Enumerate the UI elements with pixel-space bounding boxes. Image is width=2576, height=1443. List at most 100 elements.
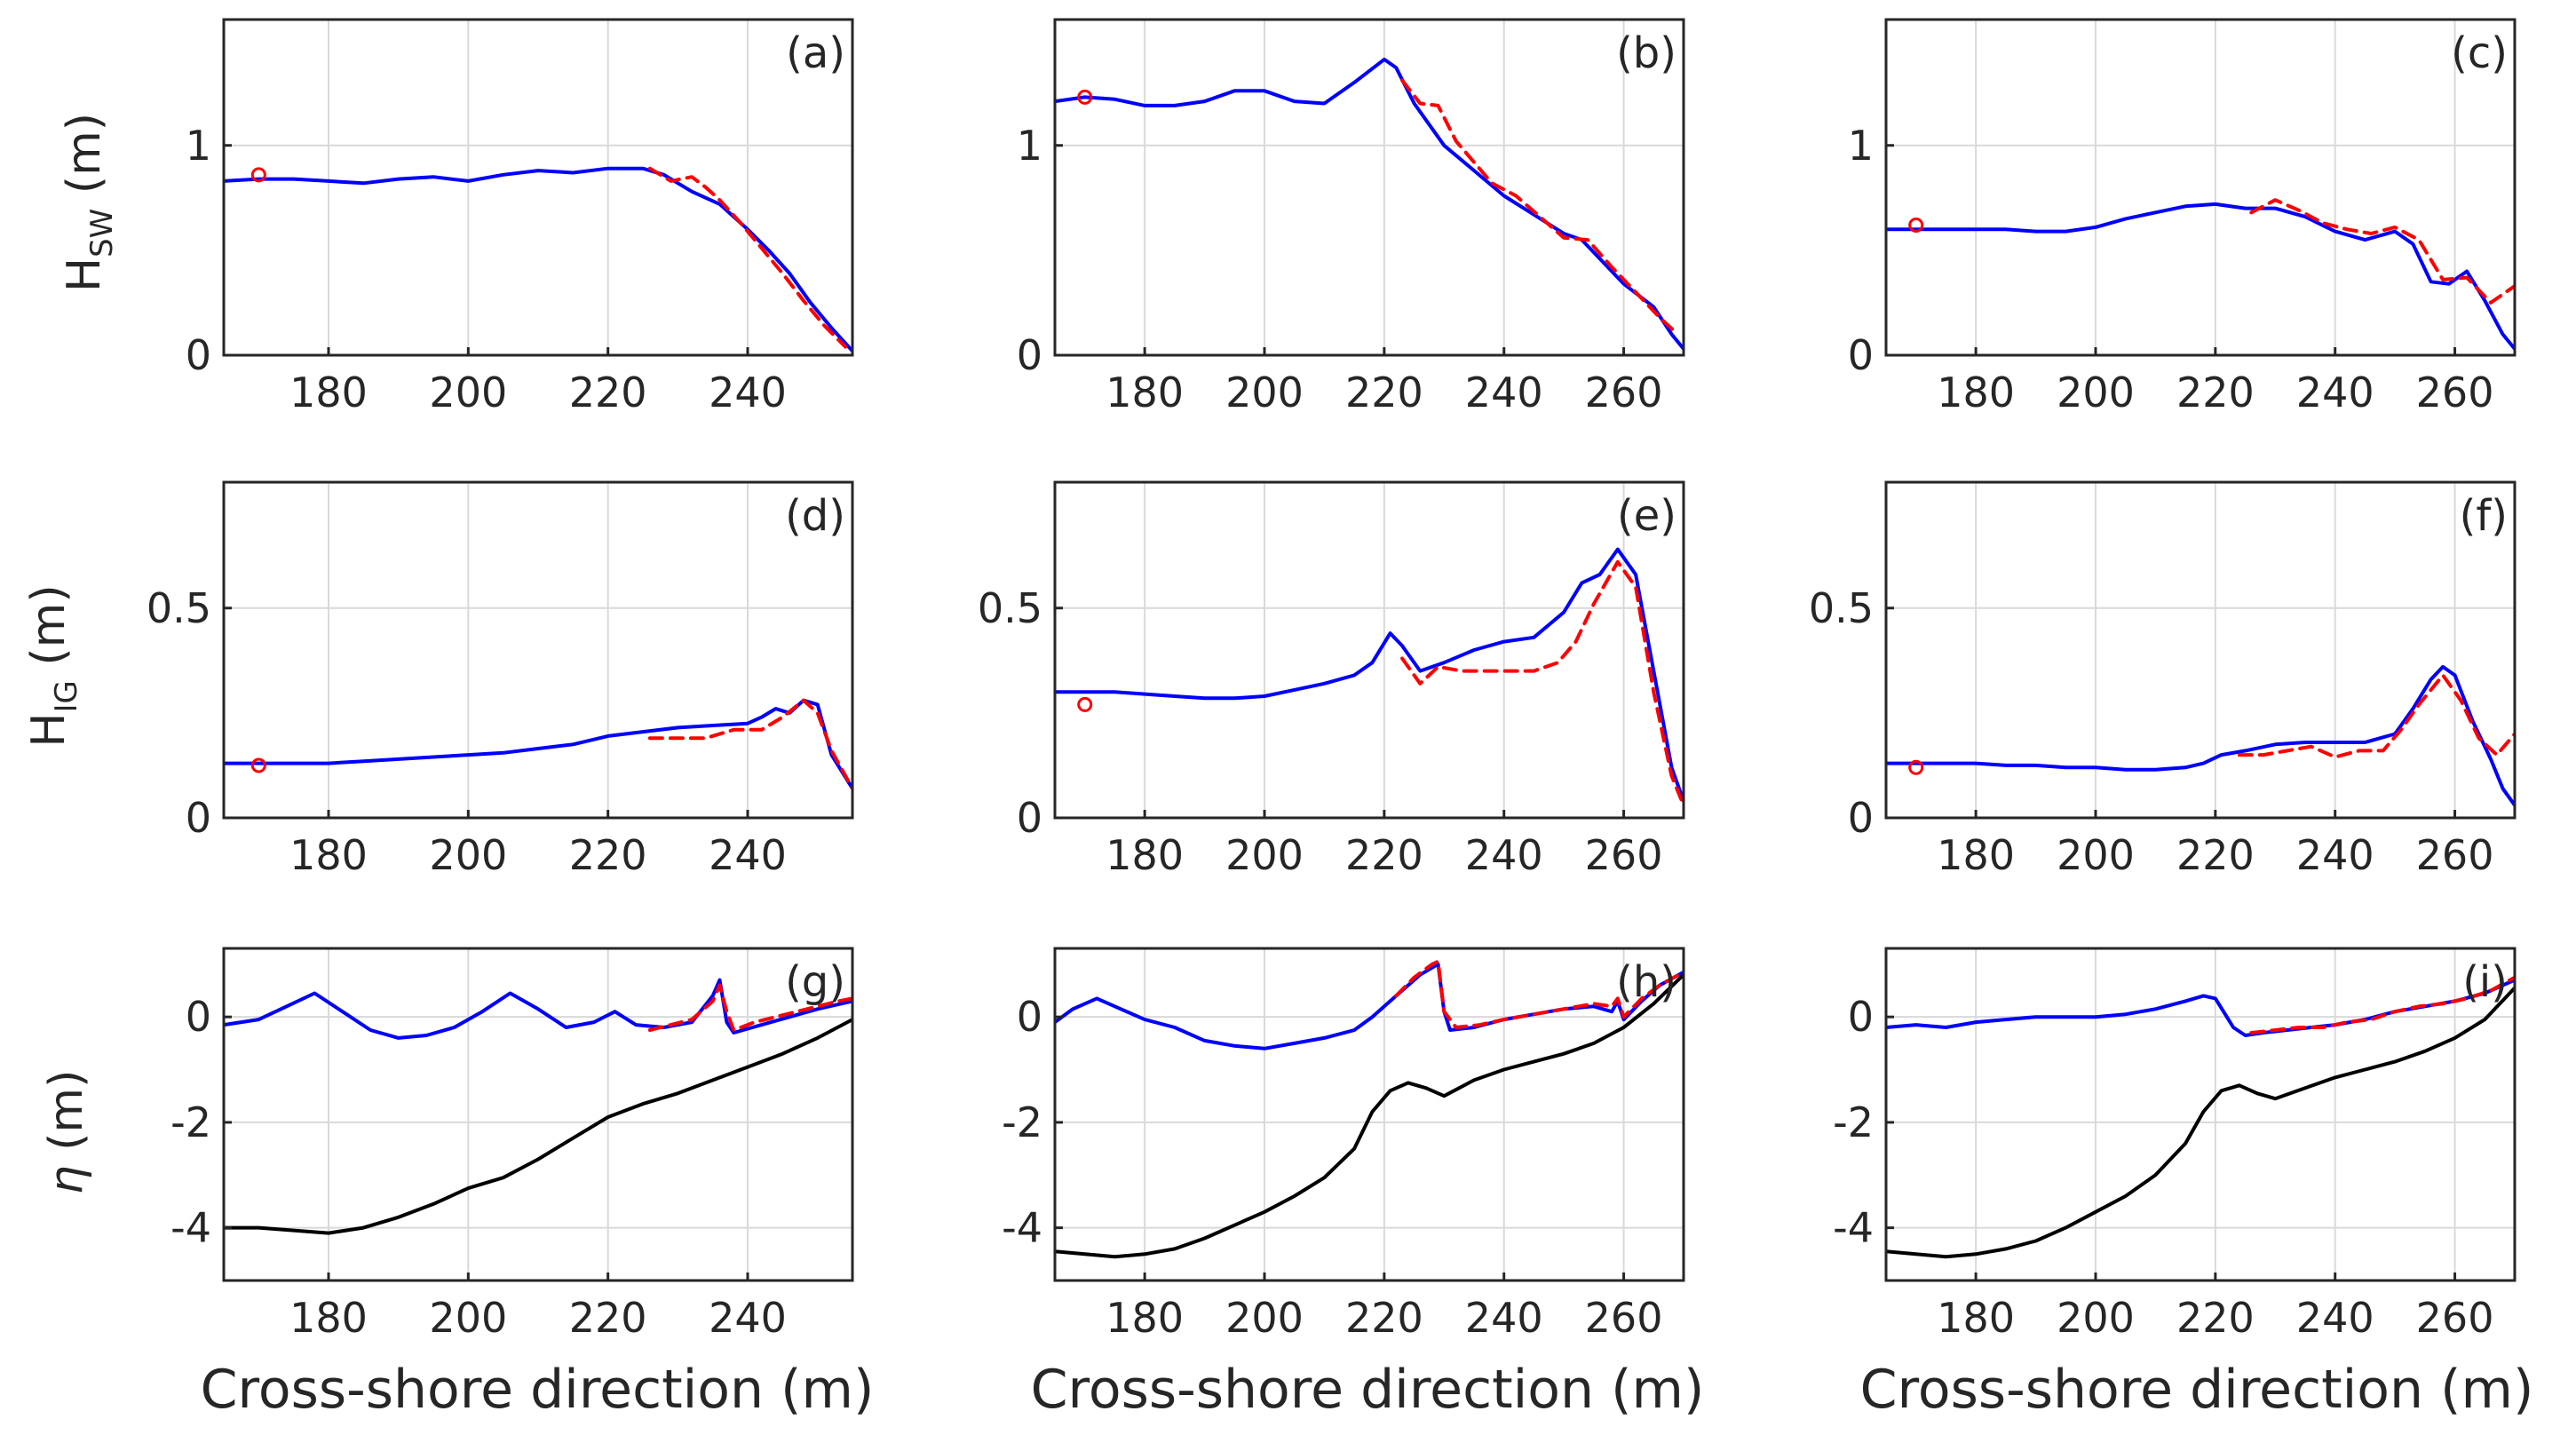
x-tick-label: 220 bbox=[1345, 1294, 1423, 1342]
x-tick-label: 260 bbox=[2416, 1294, 2494, 1342]
x-tick-label: 220 bbox=[569, 831, 647, 879]
y-tick-label: 0 bbox=[186, 794, 211, 842]
series-model-line bbox=[1055, 547, 1684, 804]
panel-label: (b) bbox=[1616, 28, 1676, 78]
x-tick-label: 220 bbox=[569, 1294, 647, 1342]
panel-h-plot-area bbox=[1055, 959, 1684, 1259]
panel-d-plot-area bbox=[224, 698, 852, 790]
series-bed-line bbox=[224, 1018, 852, 1235]
x-tick-label: 220 bbox=[2176, 1294, 2255, 1342]
y-tick-label: -4 bbox=[1833, 1204, 1874, 1252]
y-tick-label: 0.5 bbox=[978, 584, 1042, 632]
axes-frame bbox=[1053, 480, 1685, 820]
panel-i-plot-area bbox=[1886, 975, 2515, 1259]
x-tick-label: 260 bbox=[2416, 369, 2494, 416]
x-labels: Cross-shore direction (m) Cross-shore di… bbox=[201, 1359, 2534, 1421]
series-observed-line bbox=[647, 166, 848, 349]
panel-d: 180 200 220 240 0 0.5 (d) bbox=[147, 480, 854, 879]
x-tick-label: 220 bbox=[1345, 831, 1423, 879]
x-tick-label: 180 bbox=[1937, 1294, 2015, 1342]
series-observed-line bbox=[2249, 975, 2515, 1035]
y-tick-label: 0 bbox=[1017, 331, 1042, 379]
observed-start-marker bbox=[1908, 759, 1924, 775]
x-tick-label: 260 bbox=[1585, 1294, 1663, 1342]
observed-start-marker bbox=[1908, 218, 1924, 234]
x-tick-label: 200 bbox=[429, 831, 507, 879]
panel-a: 180 200 220 240 0 1 (a) bbox=[186, 18, 854, 416]
y-tick-label: 0 bbox=[1848, 794, 1874, 842]
y-tick-label: -2 bbox=[170, 1098, 211, 1146]
axes-frame bbox=[222, 480, 854, 820]
x-tick-label: 220 bbox=[569, 369, 647, 416]
panel-label: (g) bbox=[785, 957, 845, 1007]
series-model-line bbox=[1886, 202, 2515, 351]
series-observed-line bbox=[2249, 198, 2515, 305]
x-tick-label: 240 bbox=[1465, 1294, 1543, 1342]
x-tick-label: 200 bbox=[1225, 369, 1304, 416]
series-model-line bbox=[224, 978, 852, 1040]
xlabel-col-3: Cross-shore direction (m) bbox=[1860, 1359, 2534, 1421]
y-tick-label: 0 bbox=[1848, 331, 1874, 379]
x-tick-label: 180 bbox=[1106, 1294, 1184, 1342]
x-tick-label: 220 bbox=[1345, 369, 1423, 416]
panel-label: (h) bbox=[1616, 957, 1676, 1007]
x-tick-label: 200 bbox=[2057, 369, 2135, 416]
series-bed-line bbox=[1055, 972, 1684, 1259]
panel-b-plot-area bbox=[1055, 57, 1684, 351]
observed-start-marker bbox=[250, 167, 266, 183]
series-observed-line bbox=[2237, 673, 2515, 759]
x-tick-label: 260 bbox=[1585, 369, 1663, 416]
series-observed-line bbox=[1400, 78, 1680, 337]
panel-label: (d) bbox=[785, 491, 845, 541]
x-tick-label: 200 bbox=[1225, 1294, 1304, 1342]
axes-frame bbox=[1053, 18, 1685, 357]
axes-frame bbox=[222, 947, 854, 1282]
observed-start-marker bbox=[250, 757, 266, 773]
series-model-line bbox=[224, 166, 852, 353]
series-bed-line bbox=[1886, 986, 2515, 1259]
x-tick-label: 180 bbox=[289, 369, 368, 416]
ylabel-eta: η (m) bbox=[40, 1070, 93, 1195]
panel-i: 180 200 220 240 260 -4 -2 0 (i) bbox=[1833, 947, 2517, 1342]
panel-b: 180 200 220 240 260 0 1 (b) bbox=[1017, 18, 1685, 416]
observed-start-marker bbox=[1077, 696, 1093, 712]
x-tick-label: 200 bbox=[429, 1294, 507, 1342]
ylabel-hsw: HSW (m) bbox=[58, 113, 120, 292]
y-tick-label: -4 bbox=[1002, 1204, 1042, 1252]
panel-h: 180 200 220 240 260 -4 -2 0 (h) bbox=[1002, 947, 1685, 1342]
x-tick-label: 180 bbox=[1937, 369, 2015, 416]
panel-g: 180 200 220 240 -4 -2 0 (g) bbox=[170, 947, 854, 1342]
x-tick-label: 260 bbox=[2416, 831, 2494, 879]
y-tick-label: 0.5 bbox=[1809, 584, 1874, 632]
x-tick-label: 180 bbox=[289, 831, 368, 879]
axes-frame bbox=[1884, 947, 2517, 1282]
x-tick-label: 240 bbox=[2296, 1294, 2374, 1342]
x-tick-label: 240 bbox=[1465, 831, 1543, 879]
x-tick-label: 180 bbox=[1937, 831, 2015, 879]
ylabel-hig: HIG (m) bbox=[22, 584, 84, 747]
series-observed-line bbox=[1394, 959, 1684, 1029]
x-tick-label: 240 bbox=[709, 369, 787, 416]
x-tick-label: 260 bbox=[1585, 831, 1663, 879]
x-tick-label: 240 bbox=[709, 1294, 787, 1342]
y-tick-label: 0 bbox=[1017, 794, 1042, 842]
panel-g-plot-area bbox=[224, 978, 852, 1235]
panel-label: (c) bbox=[2451, 28, 2508, 78]
series-observed-line bbox=[1400, 559, 1684, 807]
xlabel-col-2: Cross-shore direction (m) bbox=[1031, 1359, 1705, 1421]
axes-frame bbox=[1884, 18, 2517, 357]
x-tick-label: 200 bbox=[2057, 831, 2135, 879]
panel-a-plot-area bbox=[224, 166, 852, 353]
x-tick-label: 200 bbox=[2057, 1294, 2135, 1342]
panel-label: (e) bbox=[1617, 491, 1676, 541]
panel-c-plot-area bbox=[1886, 198, 2515, 351]
y-tick-label: 1 bbox=[1848, 122, 1874, 170]
panel-f: 180 200 220 240 260 0 0.5 (f) bbox=[1809, 480, 2517, 879]
x-tick-label: 240 bbox=[709, 831, 787, 879]
y-tick-label: 0 bbox=[186, 993, 211, 1041]
x-tick-label: 200 bbox=[429, 369, 507, 416]
y-tick-label: 0 bbox=[186, 331, 211, 379]
panel-c: 180 200 220 240 260 0 1 (c) bbox=[1848, 18, 2517, 416]
axes-frame bbox=[222, 18, 854, 357]
